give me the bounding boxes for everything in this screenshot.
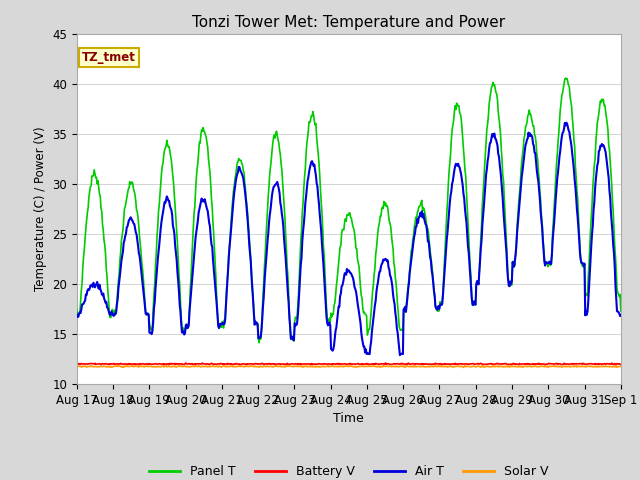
Air T bbox=[194, 218, 202, 224]
Battery V bbox=[139, 360, 147, 366]
Battery V bbox=[83, 361, 90, 367]
Panel T bbox=[83, 218, 90, 224]
Solar V bbox=[223, 364, 230, 370]
Air T bbox=[431, 303, 439, 309]
Line: Air T: Air T bbox=[77, 123, 621, 355]
X-axis label: Time: Time bbox=[333, 412, 364, 425]
Solar V bbox=[460, 365, 467, 371]
Panel T bbox=[194, 160, 202, 166]
Solar V bbox=[490, 362, 497, 368]
Battery V bbox=[416, 361, 424, 367]
Air T bbox=[416, 214, 424, 219]
Air T bbox=[73, 314, 81, 320]
Solar V bbox=[431, 363, 438, 369]
Panel T bbox=[223, 287, 230, 293]
Battery V bbox=[223, 360, 231, 366]
Battery V bbox=[73, 362, 81, 368]
Panel T bbox=[255, 340, 263, 346]
Air T bbox=[223, 291, 230, 297]
Battery V bbox=[617, 361, 625, 367]
Solar V bbox=[139, 363, 147, 369]
Battery V bbox=[195, 361, 202, 367]
Title: Tonzi Tower Met: Temperature and Power: Tonzi Tower Met: Temperature and Power bbox=[192, 15, 506, 30]
Panel T bbox=[431, 304, 439, 310]
Air T bbox=[396, 352, 404, 358]
Legend: Panel T, Battery V, Air T, Solar V: Panel T, Battery V, Air T, Solar V bbox=[144, 460, 554, 480]
Battery V bbox=[182, 360, 189, 366]
Y-axis label: Temperature (C) / Power (V): Temperature (C) / Power (V) bbox=[34, 127, 47, 291]
Solar V bbox=[617, 364, 625, 370]
Text: TZ_tmet: TZ_tmet bbox=[82, 51, 136, 64]
Solar V bbox=[83, 364, 90, 370]
Air T bbox=[139, 282, 147, 288]
Battery V bbox=[541, 362, 549, 368]
Panel T bbox=[617, 308, 625, 314]
Solar V bbox=[73, 363, 81, 369]
Line: Solar V: Solar V bbox=[77, 365, 621, 368]
Line: Battery V: Battery V bbox=[77, 363, 621, 365]
Panel T bbox=[73, 308, 81, 313]
Battery V bbox=[431, 360, 439, 366]
Air T bbox=[83, 292, 90, 298]
Panel T bbox=[562, 75, 570, 81]
Solar V bbox=[415, 364, 422, 370]
Line: Panel T: Panel T bbox=[77, 78, 621, 343]
Panel T bbox=[139, 267, 147, 273]
Air T bbox=[617, 312, 625, 318]
Air T bbox=[563, 120, 570, 126]
Panel T bbox=[416, 204, 424, 209]
Solar V bbox=[194, 364, 202, 370]
